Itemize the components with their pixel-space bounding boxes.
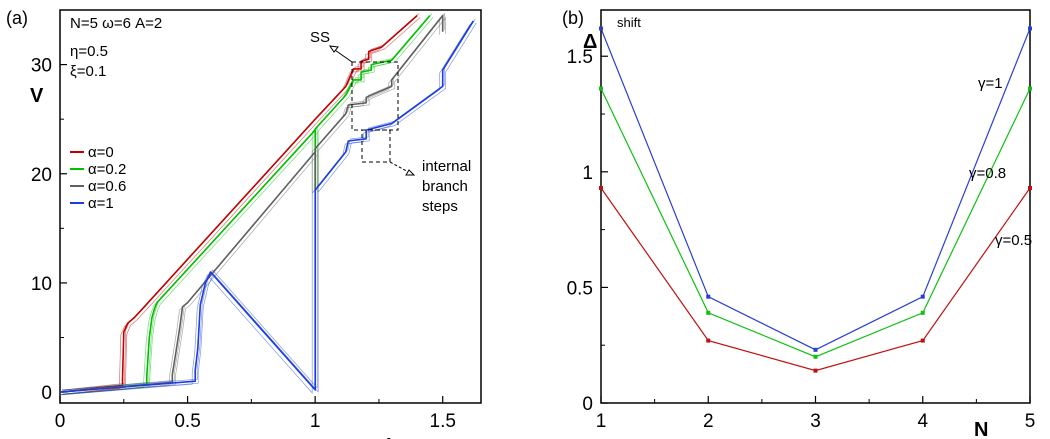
ss-box	[351, 61, 399, 131]
series-line	[60, 14, 444, 393]
series-branch-line	[61, 12, 446, 391]
data-point	[920, 310, 925, 315]
y-tick-label: 0	[582, 394, 593, 415]
data-point	[1028, 86, 1032, 91]
ss-label: SS	[310, 29, 330, 46]
param-line-2: η=0.5	[70, 43, 108, 60]
y-tick-label: 1.5	[567, 47, 593, 68]
series-line	[600, 88, 1031, 358]
data-point	[1028, 186, 1032, 191]
y-tick-label: 10	[31, 274, 52, 295]
panel-a-label: (a)	[6, 8, 28, 28]
legend-entry: α=0.6	[88, 178, 126, 195]
data-point	[599, 86, 603, 91]
legend-entry: α=0.2	[88, 161, 126, 178]
series-label-gamma-0-5: γ=0.5	[995, 232, 1032, 249]
panel-a-ticks: 0 0.5 1 1.5 0 10 20 30	[31, 56, 456, 432]
x-tick-label: 5	[1025, 411, 1036, 432]
panel-b-label: (b)	[562, 8, 584, 28]
y-tick-label: 0.5	[567, 278, 593, 299]
data-point	[920, 294, 925, 299]
panel-a-legend: α=0α=0.2α=0.6α=1	[70, 144, 126, 212]
branch-label-3: steps	[422, 198, 458, 215]
series-branch-line	[62, 22, 477, 395]
series-branch-line	[62, 16, 447, 395]
series-branch-line	[62, 17, 434, 395]
panel-b-frame	[600, 9, 1031, 404]
branch-arrow-head	[405, 169, 416, 176]
data-point	[1028, 26, 1032, 31]
panel-b-series	[599, 26, 1032, 373]
panel-b-ylabel: Δ	[583, 31, 597, 53]
x-tick-label: 1.5	[430, 411, 456, 432]
series-branch-line	[61, 13, 420, 391]
series-branch-line	[61, 18, 476, 391]
series-branch-line	[62, 17, 421, 395]
legend-entry: α=0	[88, 144, 114, 161]
y-tick-label: 0	[41, 383, 52, 404]
panel-a-frame	[59, 9, 482, 404]
data-point	[706, 294, 711, 299]
panel-b-ticks: 1 2 3 4 5 0 0.5 1 1.5	[567, 47, 1036, 432]
series-branch-line	[61, 13, 433, 391]
panel-a: 0 0.5 1 1.5 0 10 20 30 (a) V I N=5 ω=6 A=2 η=0.…	[6, 8, 482, 439]
branch-label-2: branch	[422, 178, 468, 195]
param-line-3: ξ=0.1	[70, 63, 106, 80]
panel-b: 1 2 3 4 5 0 0.5 1 1.5 (b) shift Δ N γ=1 γ=0.8 γ=…	[562, 8, 1035, 439]
branch-box	[361, 129, 391, 163]
data-point	[813, 354, 818, 359]
param-line-1: N=5 ω=6 A=2	[70, 15, 162, 32]
data-point	[599, 186, 603, 191]
branch-label-1: internal	[422, 158, 471, 175]
x-tick-label: 1	[310, 411, 321, 432]
x-tick-label: 1	[596, 411, 607, 432]
x-tick-label: 2	[703, 411, 714, 432]
ss-arrow-head	[328, 45, 339, 53]
data-point	[599, 26, 603, 31]
series-line	[600, 187, 1031, 372]
panel-a-ylabel: V	[30, 85, 44, 107]
panel-a-xlabel: I	[386, 435, 392, 439]
data-point	[706, 310, 711, 315]
panel-a-series	[60, 12, 477, 396]
series-branch-line	[60, 23, 471, 396]
series-line	[600, 28, 1031, 351]
series-label-gamma-1: γ=1	[978, 75, 1003, 92]
panel-b-title: shift	[617, 15, 641, 30]
x-tick-label: 0.5	[174, 411, 200, 432]
data-point	[813, 368, 818, 373]
y-tick-label: 20	[31, 165, 52, 186]
data-point	[813, 347, 818, 352]
y-tick-label: 30	[31, 56, 52, 77]
series-branch-line	[60, 17, 441, 396]
series-label-gamma-0-8: γ=0.8	[969, 165, 1006, 182]
panel-b-xlabel: N	[974, 419, 988, 439]
data-point	[706, 338, 711, 343]
series-line	[60, 20, 474, 393]
x-tick-label: 0	[55, 411, 66, 432]
x-tick-label: 3	[810, 411, 821, 432]
legend-entry: α=1	[88, 195, 114, 212]
x-tick-label: 4	[917, 411, 928, 432]
data-point	[920, 338, 925, 343]
y-tick-label: 1	[582, 163, 593, 184]
